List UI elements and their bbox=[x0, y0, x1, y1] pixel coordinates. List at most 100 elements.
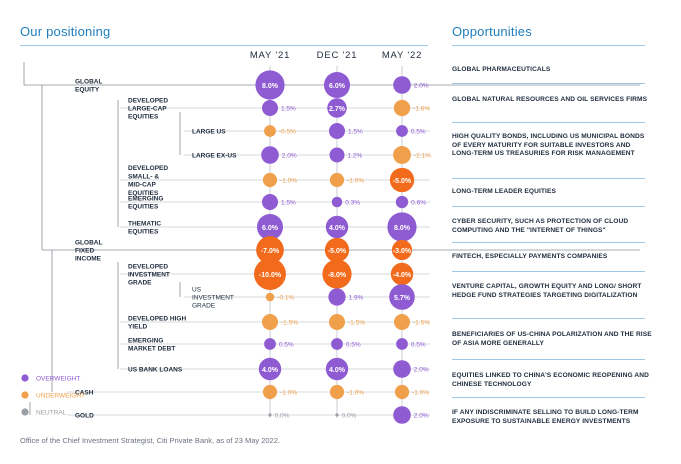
row-label-10: DEVELOPED HIGH YIELD bbox=[128, 315, 186, 330]
bubble-r2-c1 bbox=[328, 122, 346, 140]
value-label-r7-c2: -3.0% bbox=[393, 248, 412, 255]
value-label-r13-c2: -1.0% bbox=[412, 390, 429, 397]
opportunity-divider bbox=[452, 178, 645, 179]
value-label-r9-c2: 5.7% bbox=[394, 295, 411, 302]
value-label-r2-c2: 0.5% bbox=[411, 129, 426, 136]
bubble-r13-c1 bbox=[329, 384, 345, 400]
opportunities-title-rule bbox=[452, 45, 645, 46]
value-label-r5-c2: 0.6% bbox=[411, 200, 426, 207]
bubble-r14-c2 bbox=[393, 406, 411, 424]
opportunity-item: GLOBAL PHARMACEUTICALS bbox=[452, 66, 551, 73]
bubble-r11-c0 bbox=[264, 338, 276, 350]
row-label-11: EMERGING MARKET DEBT bbox=[128, 337, 175, 352]
column-header-0: MAY '21 bbox=[250, 50, 290, 61]
value-label-r1-c2: -1.6% bbox=[413, 106, 430, 113]
value-label-r12-c2: 2.0% bbox=[414, 367, 429, 374]
bubble-r12-c1 bbox=[325, 357, 349, 381]
row-label-13: CASH bbox=[75, 390, 94, 397]
value-label-r1-c1: 2.7% bbox=[329, 106, 346, 113]
value-label-r5-c1: 0.3% bbox=[345, 200, 360, 207]
value-label-r11-c1: 0.5% bbox=[346, 342, 361, 349]
bubble-r3-c2 bbox=[393, 146, 411, 164]
legend-marker-overweight bbox=[21, 374, 29, 382]
value-label-r2-c0: -0.5% bbox=[279, 129, 296, 136]
bubble-r6-c1 bbox=[325, 215, 349, 239]
bubble-r1-c2 bbox=[393, 99, 411, 117]
bubble-r0-c1 bbox=[323, 71, 351, 99]
value-label-r0-c1: 6.0% bbox=[329, 83, 346, 90]
value-label-r2-c1: 1.5% bbox=[348, 129, 363, 136]
bubble-r14-c1 bbox=[335, 413, 339, 417]
bubble-r5-c0 bbox=[261, 193, 279, 211]
opportunity-divider bbox=[452, 318, 645, 319]
footnote: Office of the Chief Investment Strategis… bbox=[20, 436, 280, 445]
value-label-r3-c2: -2.1% bbox=[414, 153, 431, 160]
opportunity-divider bbox=[452, 359, 645, 360]
bubble-r14-c0 bbox=[268, 413, 272, 417]
bubble-r13-c2 bbox=[394, 384, 410, 400]
opportunities-title: Opportunities bbox=[452, 24, 532, 39]
opportunity-item: GLOBAL NATURAL RESOURCES AND OIL SERVICE… bbox=[452, 96, 648, 103]
opportunity-item: FINTECH, ESPECIALLY PAYMENTS COMPANIES bbox=[452, 253, 608, 260]
value-label-r4-c0: -1.0% bbox=[280, 178, 297, 185]
bubble-r8-c2 bbox=[390, 262, 414, 286]
value-label-r8-c1: -8.0% bbox=[328, 272, 347, 279]
bubble-r0-c2 bbox=[393, 76, 411, 94]
row-label-14: GOLD bbox=[75, 413, 94, 420]
value-label-r8-c2: -4.0% bbox=[393, 272, 412, 279]
row-label-3: LARGE EX-US bbox=[192, 153, 237, 160]
value-label-r11-c0: 0.5% bbox=[279, 342, 294, 349]
column-header-1: DEC '21 bbox=[317, 50, 358, 61]
row-label-8: DEVELOPED INVESTMENT GRADE bbox=[128, 263, 170, 286]
bubble-r10-c1 bbox=[328, 313, 346, 331]
legend-label-overweight: OVERWEIGHT bbox=[36, 375, 80, 382]
bubble-r7-c2 bbox=[391, 239, 413, 261]
value-label-r9-c0: -0.1% bbox=[277, 295, 294, 302]
bubble-r11-c2 bbox=[396, 338, 408, 350]
bubble-r5-c2 bbox=[395, 195, 409, 209]
value-label-r6-c1: 4.0% bbox=[329, 225, 346, 232]
bubble-r9-c1 bbox=[328, 288, 346, 306]
bubble-r6-c2 bbox=[387, 212, 417, 242]
bubble-r2-c2 bbox=[396, 125, 408, 137]
opportunity-item: EQUITIES LINKED TO CHINA'S ECONOMIC REOP… bbox=[452, 372, 649, 388]
opportunity-divider bbox=[452, 83, 645, 84]
bubble-r11-c1 bbox=[331, 338, 343, 350]
positioning-title-rule bbox=[20, 45, 428, 46]
value-label-r14-c1: 0.0% bbox=[342, 413, 357, 420]
row-label-4: DEVELOPED SMALL- & MID-CAP EQUITIES bbox=[128, 165, 168, 197]
opportunity-divider bbox=[452, 397, 645, 398]
bubble-r10-c0 bbox=[261, 313, 279, 331]
value-label-r9-c1: 1.9% bbox=[349, 295, 364, 302]
row-label-7: GLOBAL FIXED INCOME bbox=[75, 239, 102, 262]
opportunity-item: LONG-TERM LEADER EQUITIES bbox=[452, 188, 556, 195]
opportunity-item: VENTURE CAPITAL, GROWTH EQUITY AND LONG/… bbox=[452, 283, 642, 299]
row-label-2: LARGE US bbox=[192, 129, 226, 136]
value-label-r12-c1: 4.0% bbox=[329, 367, 346, 374]
bubble-r13-c0 bbox=[262, 384, 278, 400]
value-label-r4-c2: -5.0% bbox=[393, 178, 412, 185]
opportunity-divider bbox=[452, 122, 645, 123]
opportunity-item: HIGH QUALITY BONDS, INCLUDING US MUNICIP… bbox=[452, 133, 645, 158]
value-label-r3-c0: 2.0% bbox=[282, 153, 297, 160]
row-label-5: EMERGING EQUITIES bbox=[128, 195, 163, 210]
row-label-0: GLOBAL EQUITY bbox=[75, 78, 102, 93]
value-label-r4-c1: -1.0% bbox=[347, 178, 364, 185]
bubble-r12-c2 bbox=[393, 360, 411, 378]
row-label-12: US BANK LOANS bbox=[128, 367, 183, 374]
value-label-r10-c1: -1.5% bbox=[348, 320, 365, 327]
bubble-r2-c0 bbox=[264, 125, 276, 137]
positioning-title: Our positioning bbox=[20, 24, 111, 39]
bubble-r6-c0 bbox=[256, 213, 284, 241]
legend-marker-neutral bbox=[21, 408, 29, 416]
value-label-r5-c0: 1.5% bbox=[281, 200, 296, 207]
bubble-r8-c0 bbox=[254, 258, 286, 290]
value-label-r7-c0: -7.0% bbox=[261, 248, 280, 255]
value-label-r3-c1: 1.2% bbox=[347, 153, 362, 160]
bubble-r3-c0 bbox=[261, 146, 279, 164]
opportunity-divider bbox=[452, 242, 645, 243]
bubble-r12-c0 bbox=[258, 357, 282, 381]
bubble-r3-c1 bbox=[329, 147, 345, 163]
value-label-r14-c0: 0.0% bbox=[275, 413, 290, 420]
